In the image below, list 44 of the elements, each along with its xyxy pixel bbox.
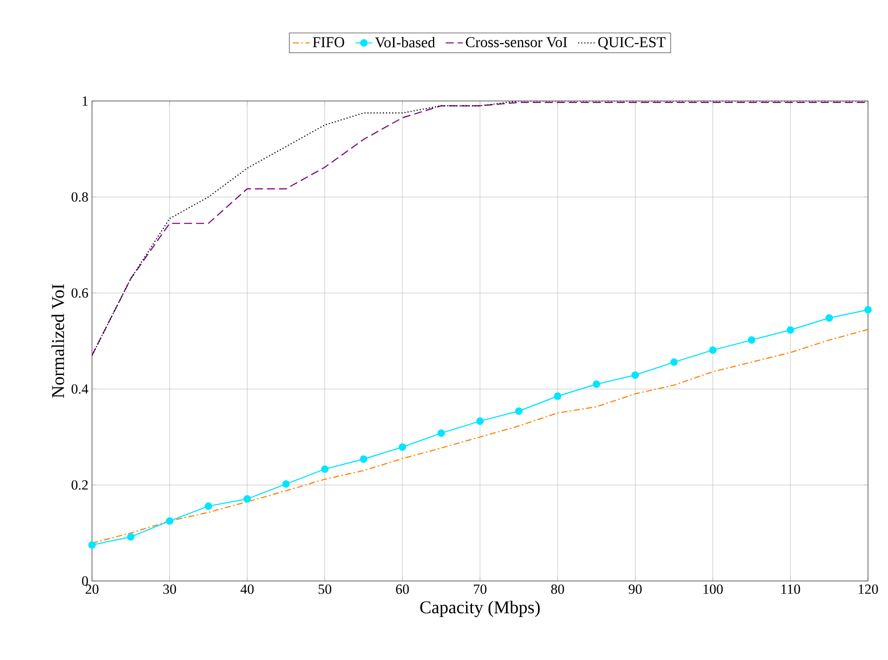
point <box>748 336 756 344</box>
x-tick-label: 20 <box>86 584 98 594</box>
point <box>825 314 833 322</box>
x-tick-label: 100 <box>704 584 723 594</box>
legend-label: VoI-based <box>375 36 436 48</box>
x-tick-label: 60 <box>396 584 409 594</box>
point <box>864 306 872 314</box>
point <box>437 429 445 437</box>
point <box>515 407 523 415</box>
y-tick-label: 0 <box>82 576 88 586</box>
x-tick-label: 90 <box>628 584 642 594</box>
point <box>631 371 639 379</box>
point <box>282 480 290 488</box>
legend-label: QUIC-EST <box>598 37 666 50</box>
x-tick-label: 80 <box>551 584 564 594</box>
y-axis-title: Normalized VoI <box>51 284 64 398</box>
point <box>554 392 562 400</box>
point <box>476 417 484 425</box>
x-tick-label: 120 <box>858 584 878 594</box>
x-tick-label: 40 <box>240 584 254 594</box>
y-tick-label: 0.8 <box>72 192 88 202</box>
point <box>243 495 251 503</box>
legend-label: FIFO <box>312 37 344 48</box>
point <box>670 358 678 366</box>
point <box>709 346 717 354</box>
x-tick-label: 110 <box>781 584 800 594</box>
x-tick-label: 70 <box>474 584 486 594</box>
point <box>127 533 135 541</box>
y-tick-label: 0.6 <box>72 288 88 298</box>
x-tick-label: 50 <box>318 584 332 594</box>
y-tick-label: 1 <box>82 96 88 106</box>
point <box>786 326 794 334</box>
y-tick-label: 0.2 <box>72 480 88 490</box>
point <box>360 455 368 463</box>
point <box>166 517 174 525</box>
point <box>321 465 329 473</box>
point <box>204 502 212 510</box>
point <box>592 380 600 388</box>
y-tick-label: 0.4 <box>72 384 88 394</box>
x-axis-title: Capacity (Mbps) <box>420 600 540 618</box>
point <box>398 443 406 451</box>
point <box>88 541 96 549</box>
legend-label: Cross-sensor VoI <box>466 37 568 48</box>
x-tick-label: 30 <box>163 584 176 594</box>
